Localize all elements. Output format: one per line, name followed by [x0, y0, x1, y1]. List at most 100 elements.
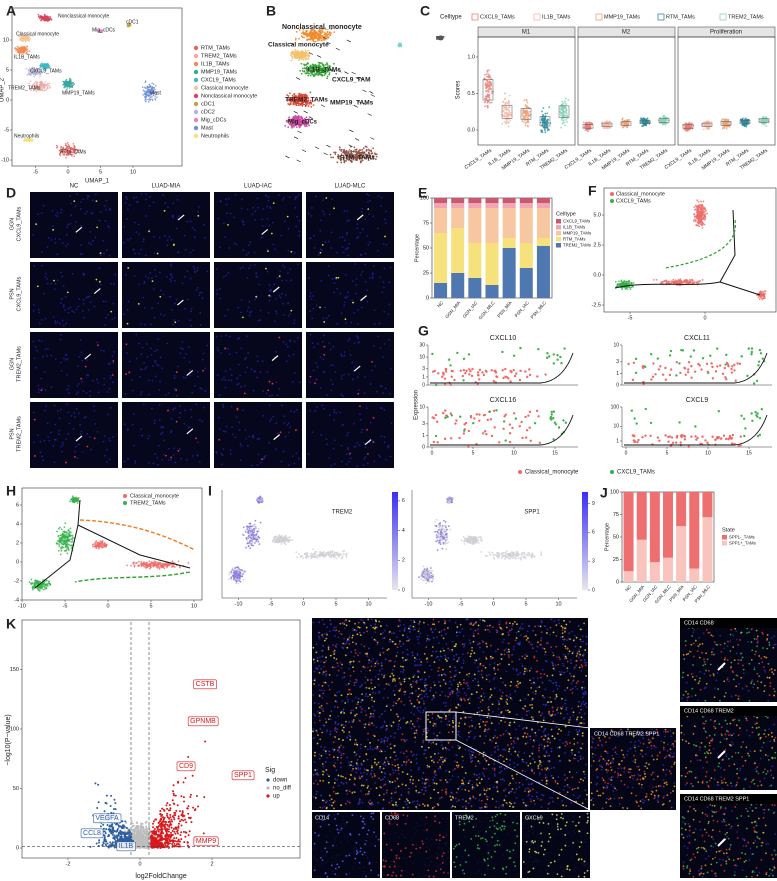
point	[486, 104, 489, 107]
panel-letter: F	[588, 183, 597, 199]
point	[43, 65, 45, 68]
point	[151, 87, 153, 89]
point	[145, 96, 147, 99]
nucleus	[177, 251, 180, 254]
signal	[98, 280, 101, 283]
point	[74, 146, 76, 148]
point	[375, 153, 378, 156]
nucleus	[81, 252, 84, 255]
nucleus	[385, 210, 387, 213]
nucleus	[168, 236, 171, 238]
nucleus	[86, 194, 89, 197]
nucleus	[196, 286, 199, 289]
signal	[384, 235, 386, 238]
point	[295, 104, 298, 107]
nucleus	[62, 303, 65, 306]
point	[73, 83, 76, 85]
point	[65, 156, 67, 159]
point	[544, 131, 547, 134]
nucleus	[186, 220, 189, 223]
nucleus	[33, 264, 36, 267]
nucleus	[113, 283, 115, 285]
nucleus	[110, 282, 112, 285]
point	[549, 122, 552, 125]
point	[26, 39, 29, 42]
nucleus	[54, 238, 57, 240]
point	[62, 80, 64, 83]
nucleus	[196, 269, 199, 272]
nucleus	[84, 212, 87, 215]
point	[66, 141, 69, 144]
nucleus	[70, 202, 73, 205]
nucleus	[190, 307, 193, 310]
nucleus	[86, 197, 89, 200]
nucleus	[78, 298, 81, 300]
point	[359, 161, 362, 164]
point	[306, 38, 309, 41]
nucleus	[183, 234, 186, 237]
nucleus	[176, 198, 179, 201]
y-tick-label: -5	[4, 127, 9, 133]
point	[299, 125, 301, 128]
nucleus	[372, 215, 375, 218]
point	[763, 120, 766, 123]
nucleus	[33, 303, 35, 306]
nucleus	[42, 204, 45, 207]
nucleus	[265, 194, 268, 197]
point	[68, 85, 71, 87]
point	[326, 36, 329, 38]
point	[706, 128, 709, 131]
point	[299, 104, 301, 107]
nucleus	[153, 252, 156, 255]
nucleus	[46, 282, 49, 285]
signal	[367, 208, 370, 211]
point	[338, 148, 341, 151]
nucleus	[229, 212, 232, 215]
nucleus	[261, 218, 264, 221]
point	[304, 63, 307, 66]
nucleus	[323, 213, 326, 216]
point	[144, 100, 147, 103]
point	[23, 139, 26, 142]
point	[284, 124, 287, 127]
nucleus	[67, 223, 70, 226]
nucleus	[37, 308, 40, 311]
nucleus	[366, 235, 369, 237]
nucleus	[240, 207, 243, 210]
nucleus	[268, 224, 271, 227]
point	[523, 99, 526, 102]
nucleus	[298, 220, 301, 222]
nucleus	[32, 233, 35, 236]
nucleus	[377, 195, 380, 198]
point	[504, 92, 506, 95]
point	[527, 125, 529, 128]
cluster-label: IL1B_TAMs	[306, 67, 341, 74]
nucleus	[98, 219, 101, 222]
point	[490, 90, 493, 93]
point	[288, 103, 291, 106]
point	[301, 53, 304, 56]
point	[290, 52, 292, 55]
signal	[172, 244, 175, 246]
nucleus	[85, 296, 88, 299]
point	[487, 84, 490, 87]
point	[526, 101, 529, 104]
row-label: CXCL9_TAMs	[16, 206, 22, 241]
point	[587, 121, 590, 124]
point	[19, 39, 21, 41]
point	[290, 59, 293, 62]
nucleus	[144, 215, 147, 217]
point	[41, 16, 43, 19]
point	[152, 83, 155, 86]
point	[541, 129, 543, 132]
point	[566, 115, 569, 118]
point	[72, 142, 75, 145]
nucleus	[60, 211, 63, 214]
point	[49, 86, 52, 88]
nucleus	[317, 253, 320, 256]
legend-swatch	[193, 125, 199, 131]
point	[43, 17, 46, 20]
nucleus	[124, 202, 127, 204]
nucleus	[126, 198, 129, 201]
point	[289, 92, 291, 95]
